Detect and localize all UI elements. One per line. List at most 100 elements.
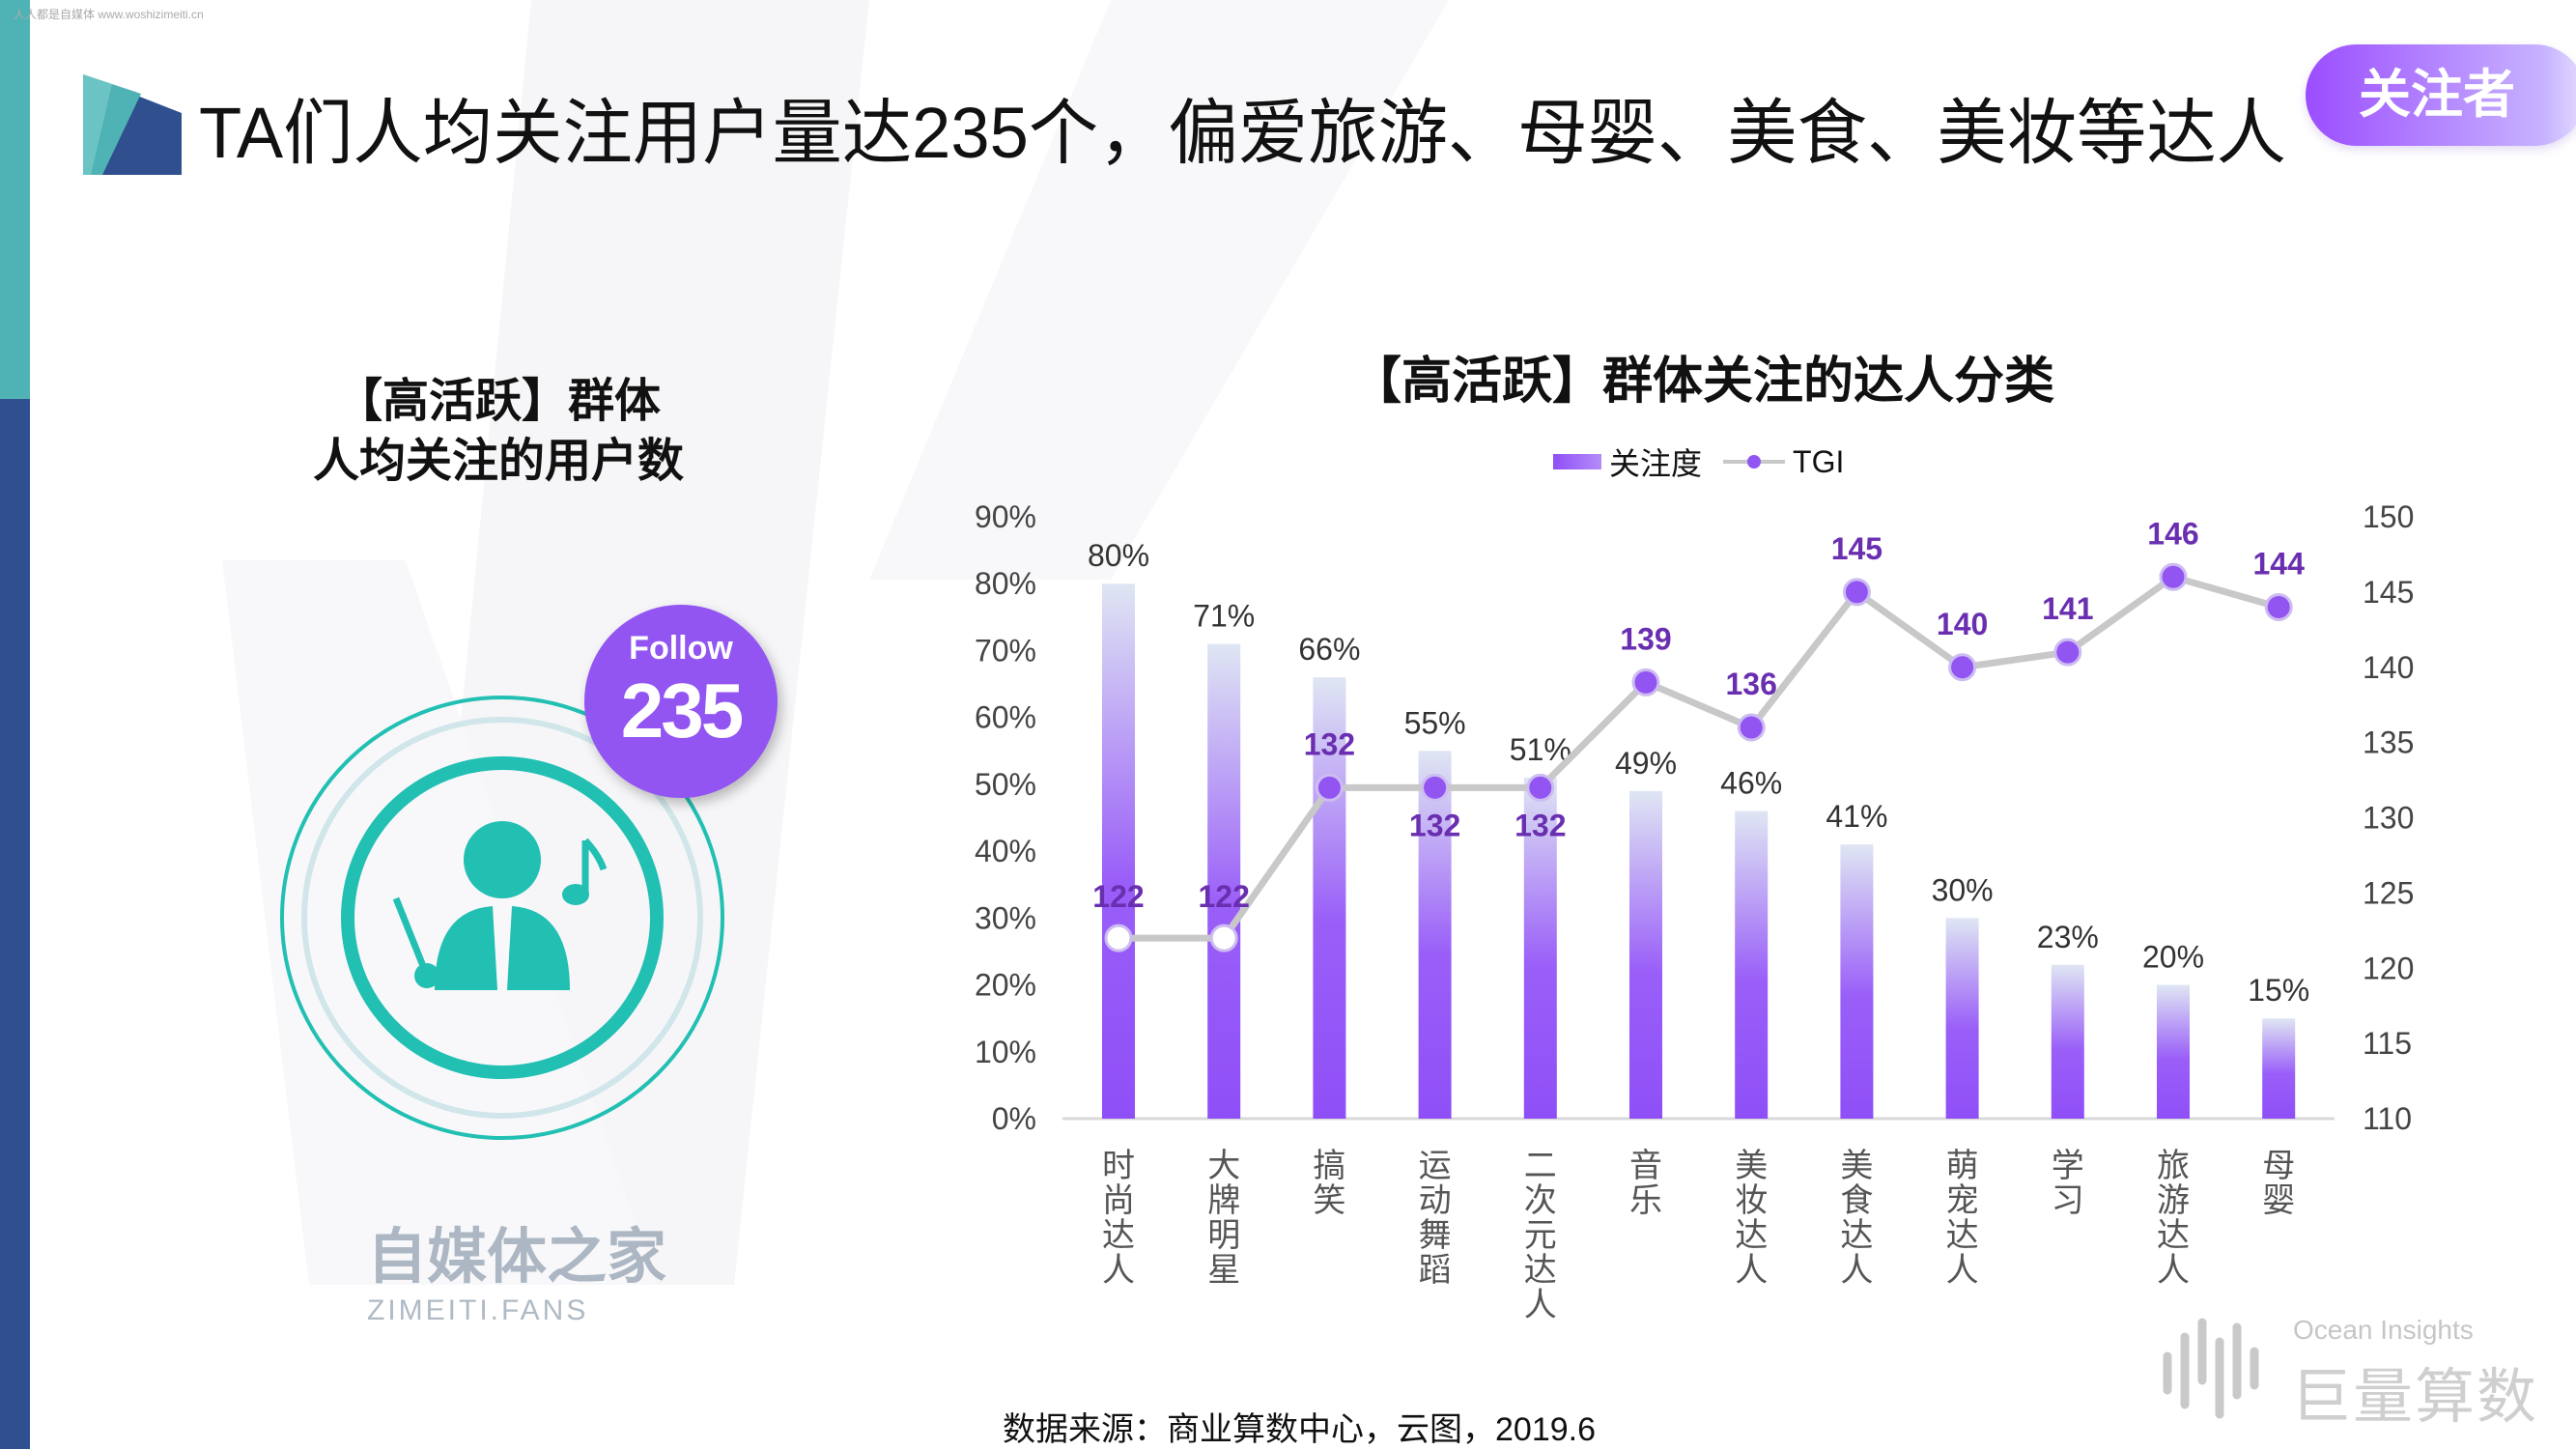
bar-label: 55% <box>1404 705 1466 740</box>
person-with-music-note-icon <box>280 696 724 1140</box>
section-badge: 关注者 <box>2306 44 2576 146</box>
center-watermark: 自媒体之家 ZIMEITI.FANS <box>367 1208 666 1327</box>
tgi-label: 122 <box>1199 879 1250 914</box>
y-right-tick: 150 <box>2363 499 2414 534</box>
brand-en: Ocean Insights <box>2293 1315 2474 1345</box>
accent-stripe-teal <box>0 0 30 399</box>
tgi-point <box>1737 713 1766 742</box>
y-right-tick: 130 <box>2363 801 2414 836</box>
y-right-tick: 115 <box>2363 1026 2412 1061</box>
tgi-label: 146 <box>2147 516 2198 551</box>
bar-label: 30% <box>1932 872 1994 907</box>
y-left-tick: 90% <box>975 499 1036 534</box>
left-panel-subtitle: 【高活跃】群体 人均关注的用户数 <box>209 372 788 492</box>
category-label: 音乐 <box>1629 1148 1662 1219</box>
category-label: 时尚达人 <box>1102 1148 1135 1289</box>
category-label: 母婴 <box>2262 1148 2295 1219</box>
y-left-tick: 80% <box>975 566 1036 601</box>
y-right-tick: 145 <box>2363 575 2414 610</box>
y-left-tick: 20% <box>975 968 1036 1003</box>
chart-legend: 关注度 TGI <box>1553 440 1844 484</box>
chart-title: 【高活跃】群体关注的达人分类 <box>1350 354 2054 410</box>
legend-bar-swatch <box>1553 454 1601 469</box>
tgi-point <box>1104 924 1133 952</box>
subtitle-line-2: 人均关注的用户数 <box>312 436 684 487</box>
page-title: TA们人均关注用户量达235个，偏爱旅游、母婴、美食、美妆等达人 <box>199 93 2287 173</box>
bar-label: 80% <box>1088 538 1149 573</box>
tgi-point <box>1842 578 1871 607</box>
tgi-label: 145 <box>1831 531 1882 566</box>
data-source: 数据来源：商业算数中心，云图，2019.6 <box>1003 1411 1596 1448</box>
bar-label: 23% <box>2037 920 2099 954</box>
bar <box>1629 790 1662 1119</box>
bar-label: 46% <box>1720 766 1782 801</box>
y-right-tick: 140 <box>2363 650 2414 685</box>
tgi-point <box>1948 653 1977 682</box>
watermark-cn: 自媒体之家 <box>367 1224 667 1291</box>
brand-cn: 巨量算数 <box>2291 1364 2539 1431</box>
tgi-label: 132 <box>1514 808 1566 842</box>
legend-line-swatch <box>1723 455 1786 469</box>
brand-bars-icon <box>2163 1318 2259 1419</box>
watermark-en: ZIMEITI.FANS <box>367 1294 589 1326</box>
bar-label: 66% <box>1298 632 1360 667</box>
bar-label: 51% <box>1510 732 1571 767</box>
tgi-label: 144 <box>2253 546 2306 581</box>
tgi-label: 141 <box>2042 591 2093 626</box>
bar <box>2051 964 2084 1119</box>
logo-icon <box>83 74 182 175</box>
tgi-label: 132 <box>1409 808 1460 842</box>
tgi-point <box>1631 668 1660 697</box>
y-right-tick: 125 <box>2363 875 2414 910</box>
category-label: 学习 <box>2052 1148 2084 1219</box>
tgi-point <box>1421 773 1450 802</box>
category-label: 萌宠达人 <box>1946 1148 1979 1289</box>
tgi-label: 136 <box>1726 667 1777 701</box>
category-label: 二次元达人 <box>1524 1148 1557 1323</box>
bar-label: 71% <box>1193 599 1255 634</box>
y-right-tick: 135 <box>2363 725 2414 760</box>
y-left-tick: 10% <box>975 1035 1036 1069</box>
subtitle-line-1: 【高活跃】群体 <box>335 376 661 427</box>
tgi-label: 122 <box>1092 879 1144 914</box>
bar <box>1945 918 1979 1119</box>
category-label: 美妆达人 <box>1735 1148 1768 1289</box>
corner-watermark: 人人都是自媒体 www.woshizimeiti.cn <box>14 8 204 21</box>
bar <box>1735 810 1769 1119</box>
bar-label: 20% <box>2142 940 2204 975</box>
brand-logo: Ocean Insights 巨量算数 <box>2160 1313 2546 1431</box>
tgi-label: 132 <box>1304 726 1355 761</box>
bar-label: 41% <box>1826 799 1887 834</box>
bar <box>1418 751 1452 1119</box>
y-left-tick: 30% <box>975 900 1036 935</box>
tgi-point <box>2264 592 2293 621</box>
category-label: 美食达人 <box>1840 1148 1873 1289</box>
bar-label: 15% <box>2248 973 2309 1008</box>
y-right-tick: 120 <box>2363 951 2414 985</box>
category-label: 大牌明星 <box>1207 1148 1240 1289</box>
y-right-tick: 110 <box>2363 1101 2412 1136</box>
tgi-point <box>1209 924 1238 952</box>
bar <box>1523 777 1557 1119</box>
bar <box>1840 844 1874 1119</box>
category-label: 旅游达人 <box>2157 1148 2190 1289</box>
tgi-point <box>1526 773 1555 802</box>
bar <box>1102 583 1135 1119</box>
bar <box>2157 984 2190 1119</box>
tgi-line <box>1118 573 2280 942</box>
bar <box>1313 677 1346 1119</box>
follow-label: Follow <box>629 630 733 667</box>
follow-value: 235 <box>620 668 744 753</box>
tgi-point <box>2159 562 2188 591</box>
y-left-tick: 40% <box>975 834 1036 868</box>
tgi-label: 140 <box>1937 607 1988 641</box>
category-label: 搞笑 <box>1313 1148 1345 1219</box>
y-left-tick: 70% <box>975 633 1036 668</box>
y-left-tick: 0% <box>992 1101 1036 1136</box>
category-label: 运动舞蹈 <box>1419 1148 1452 1289</box>
legend-label-bar: 关注度 <box>1609 446 1703 481</box>
tgi-label: 139 <box>1620 621 1671 656</box>
tgi-point <box>1315 773 1344 802</box>
y-left-tick: 50% <box>975 767 1036 802</box>
